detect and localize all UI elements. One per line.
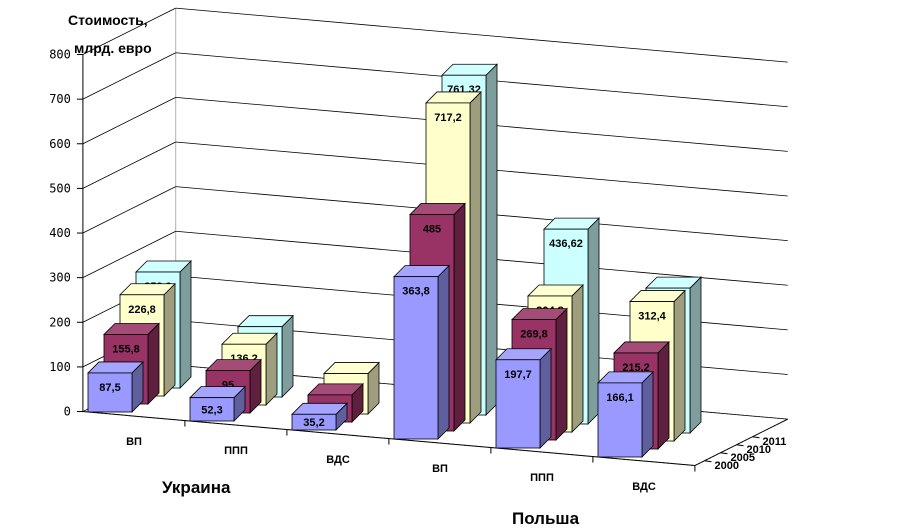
gridline-side bbox=[82, 97, 176, 145]
z-tick-label: 2000 bbox=[715, 460, 739, 472]
bar: 363,8 bbox=[393, 264, 450, 440]
x-tick-label: ВП bbox=[432, 463, 448, 475]
z-tick-mark bbox=[720, 452, 728, 455]
bar-side bbox=[641, 370, 654, 458]
bar-side bbox=[689, 276, 702, 434]
data-label: 87,5 bbox=[99, 382, 120, 394]
bar: 166,1 bbox=[597, 370, 654, 458]
bar-side bbox=[555, 307, 568, 441]
y-tick-label: 100 bbox=[49, 360, 71, 374]
data-label: 436,62 bbox=[549, 238, 583, 250]
bar-side bbox=[469, 90, 482, 424]
bar: 87,5 bbox=[87, 360, 144, 413]
bar-side bbox=[147, 322, 160, 405]
bar: 35,2 bbox=[291, 402, 348, 431]
y-tick-label: 600 bbox=[49, 137, 71, 151]
y-axis: 0 100 200 300 400 500 600 700 800 bbox=[49, 48, 83, 419]
bar-front bbox=[291, 413, 337, 431]
bar-side bbox=[179, 260, 192, 389]
group-label-ukraine: Украина bbox=[162, 478, 231, 497]
y-tick-label: 300 bbox=[49, 271, 71, 285]
bar-front bbox=[393, 276, 439, 440]
gridline-side bbox=[82, 52, 176, 100]
bar-side bbox=[281, 314, 294, 398]
y-tick-label: 400 bbox=[49, 226, 71, 240]
z-tick-label: 2005 bbox=[731, 452, 755, 464]
bar-side bbox=[657, 340, 670, 450]
gridline-side bbox=[82, 230, 176, 279]
z-tick-mark bbox=[704, 460, 712, 463]
data-label: 363,8 bbox=[402, 286, 430, 298]
x-tick-label: ППП bbox=[224, 445, 248, 457]
bar-side bbox=[437, 264, 450, 440]
gridline-side bbox=[82, 186, 176, 234]
bar-side bbox=[453, 202, 466, 432]
bar-front bbox=[87, 372, 133, 413]
data-label: 215,2 bbox=[622, 362, 650, 374]
x-tick-label: ППП bbox=[530, 472, 554, 484]
bar-side bbox=[571, 284, 584, 433]
gridline-side bbox=[82, 7, 176, 55]
bars: 324,69436,62761,32157,55259,9312,4304,87… bbox=[87, 63, 702, 458]
bar-front bbox=[495, 359, 541, 449]
y-tick-label: 500 bbox=[49, 181, 71, 195]
bar-side bbox=[163, 282, 176, 397]
data-label: 197,7 bbox=[504, 369, 532, 381]
data-label: 485 bbox=[423, 224, 441, 236]
bar-side bbox=[265, 332, 278, 406]
y-axis-title-line1: Стоимость, bbox=[68, 12, 148, 28]
y-tick-label: 700 bbox=[49, 92, 71, 106]
y-tick-label: 800 bbox=[49, 48, 71, 62]
data-label: 52,3 bbox=[201, 404, 222, 416]
bar: 52,3 bbox=[189, 385, 246, 422]
x-tick-label: ВП bbox=[126, 436, 142, 448]
bar-front bbox=[597, 382, 643, 458]
bar-side bbox=[485, 63, 498, 416]
z-tick-label: 2010 bbox=[747, 444, 771, 456]
data-label: 312,4 bbox=[638, 311, 666, 323]
bar-front bbox=[189, 397, 235, 422]
bar-side bbox=[673, 289, 686, 442]
y-axis-title-line2: млрд. евро bbox=[74, 40, 152, 56]
data-label: 226,8 bbox=[128, 304, 156, 316]
data-label: 717,2 bbox=[434, 112, 462, 124]
data-label: 155,8 bbox=[112, 343, 140, 355]
x-axis: ВП ППП ВДС ВП ППП ВДС bbox=[126, 420, 696, 493]
bar: 197,7 bbox=[495, 347, 552, 449]
z-axis-line bbox=[694, 418, 788, 466]
gridline-back bbox=[175, 7, 788, 63]
z-tick-mark bbox=[736, 444, 744, 447]
data-label: 166,1 bbox=[606, 392, 634, 404]
z-tick-label: 2011 bbox=[763, 436, 787, 448]
data-label: 35,2 bbox=[303, 417, 324, 429]
x-tick-label: ВДС bbox=[632, 481, 656, 493]
gridline-side bbox=[82, 141, 176, 189]
group-label-poland: Польша bbox=[512, 509, 580, 528]
data-label: 269,8 bbox=[520, 329, 548, 341]
bar-side bbox=[539, 347, 552, 449]
x-tick-label: ВДС bbox=[326, 454, 350, 466]
y-tick-label: 0 bbox=[64, 405, 71, 419]
z-tick-mark bbox=[752, 436, 760, 439]
y-tick-label: 200 bbox=[49, 315, 71, 329]
bar-side bbox=[587, 217, 600, 425]
